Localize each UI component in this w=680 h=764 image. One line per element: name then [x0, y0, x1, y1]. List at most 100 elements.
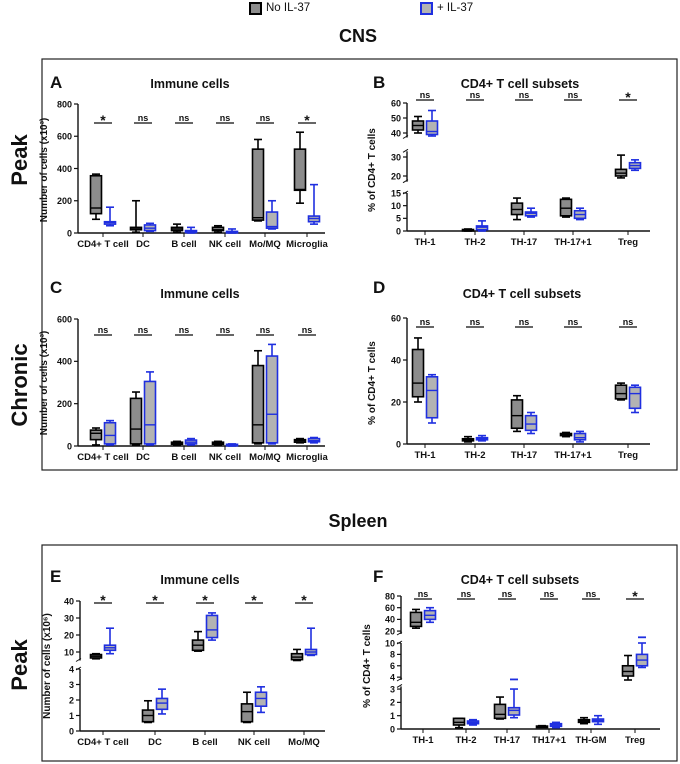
box-no-il37	[621, 654, 635, 681]
box-plus-il37	[425, 109, 439, 137]
x-tick-label: NK cell	[209, 452, 241, 463]
panel-d: D CD4+ T cell subsets % of CD4+ T cells 0 20…	[367, 278, 650, 461]
x-tick-label: TH-2	[464, 237, 485, 248]
significance-label: ns	[623, 317, 634, 327]
y-tick-label: 10	[64, 647, 74, 657]
significance-label: ns	[544, 589, 555, 599]
box-no-il37	[89, 173, 103, 221]
box-plus-il37	[423, 606, 437, 624]
legend-plus-il37: + IL-37	[420, 1, 473, 15]
y-tick-label: 10	[385, 638, 395, 648]
panel-letter: A	[50, 73, 62, 92]
x-tick-label: TH-1	[412, 735, 434, 746]
box-no-il37	[211, 224, 225, 233]
panel-title: CD4+ T cell subsets	[461, 573, 579, 587]
significance-label: *	[251, 592, 257, 608]
box-no-il37	[409, 608, 423, 629]
x-tick-label: Treg	[625, 735, 645, 746]
box-plus-il37	[225, 228, 239, 234]
axis-break-mark	[75, 658, 82, 662]
y-tick-label: 5	[396, 214, 401, 224]
y-tick-label: 60	[391, 313, 401, 323]
significance-label: ns	[519, 90, 530, 100]
legend-label-no-il37: No IL-37	[266, 2, 311, 14]
significance-label: ns	[519, 317, 530, 327]
legend-swatch-no-il37	[249, 1, 262, 15]
y-tick-label: 40	[391, 128, 401, 138]
x-tick-label: TH-2	[464, 450, 485, 461]
x-tick-label: TH17+1	[532, 735, 567, 746]
x-tick-label: TH-17	[511, 237, 537, 248]
significance-label: *	[632, 588, 638, 604]
x-tick-label: CD4+ T cell	[77, 452, 128, 463]
x-tick-label: DC	[136, 452, 150, 463]
box-iqr	[129, 397, 143, 445]
box-no-il37	[89, 652, 103, 660]
x-tick-label: TH-17	[494, 735, 520, 746]
significance-label: ns	[420, 90, 431, 100]
box-plus-il37	[635, 636, 649, 669]
x-tick-label: CD4+ T cell	[77, 239, 128, 250]
x-tick-label: Mo/MQ	[288, 737, 320, 748]
box-plus-il37	[549, 721, 563, 729]
row-label-spleen-peak: Peak	[7, 639, 32, 691]
box-iqr	[89, 429, 103, 441]
box-iqr	[205, 614, 219, 639]
y-tick-label: 80	[385, 591, 395, 601]
box-plus-il37	[475, 434, 489, 442]
box-no-il37	[493, 696, 507, 720]
y-tick-label: 40	[64, 596, 74, 606]
box-iqr	[251, 148, 265, 221]
y-tick-label: 0	[67, 441, 72, 451]
box-iqr	[425, 375, 439, 419]
box-plus-il37	[103, 627, 117, 655]
axis-break-mark	[402, 135, 409, 139]
box-iqr	[425, 120, 439, 136]
significance-label: ns	[138, 325, 149, 335]
box-no-il37	[614, 382, 628, 401]
panel-letter: B	[373, 73, 385, 92]
significance-label: ns	[220, 325, 231, 335]
significance-label: ns	[461, 589, 472, 599]
x-tick-label: TH-17+1	[554, 450, 592, 461]
x-tick-label: Treg	[618, 237, 638, 248]
significance-label: ns	[260, 325, 271, 335]
significance-label: *	[202, 592, 208, 608]
x-tick-label: DC	[148, 737, 162, 748]
box-iqr	[265, 355, 279, 444]
box-no-il37	[452, 717, 466, 729]
axis-break-mark	[396, 631, 403, 636]
panel-a: A Immune cells Number of cells (x10³) 0 200 4…	[39, 73, 329, 250]
significance-label: ns	[138, 113, 149, 123]
box-iqr	[143, 380, 157, 445]
box-iqr	[265, 211, 279, 229]
x-tick-label: NK cell	[238, 737, 270, 748]
y-tick-label: 600	[57, 132, 72, 142]
significance-label: ns	[586, 589, 597, 599]
box-plus-il37	[425, 373, 439, 424]
significance-label: ns	[470, 317, 481, 327]
y-tick-label: 0	[396, 226, 401, 236]
box-plus-il37	[225, 443, 239, 447]
box-no-il37	[510, 394, 524, 433]
y-tick-label: 800	[57, 99, 72, 109]
box-iqr	[628, 386, 642, 410]
box-no-il37	[89, 427, 103, 446]
box-iqr	[507, 706, 521, 716]
box-no-il37	[129, 199, 143, 233]
panel-letter: C	[50, 278, 62, 297]
y-tick-label: 1	[69, 711, 74, 721]
legend-label-plus-il37: + IL-37	[437, 2, 474, 14]
box-iqr	[524, 414, 538, 432]
box-plus-il37	[524, 411, 538, 435]
box-plus-il37	[307, 436, 321, 444]
x-tick-label: Mo/MQ	[249, 452, 281, 463]
box-no-il37	[251, 349, 265, 445]
y-tick-label: 15	[391, 188, 401, 198]
box-iqr	[240, 703, 254, 723]
significance-label: ns	[568, 317, 579, 327]
significance-label: *	[304, 112, 310, 128]
panel-letter: D	[373, 278, 385, 297]
y-tick-label: 1	[390, 711, 395, 721]
significance-label: *	[100, 112, 106, 128]
